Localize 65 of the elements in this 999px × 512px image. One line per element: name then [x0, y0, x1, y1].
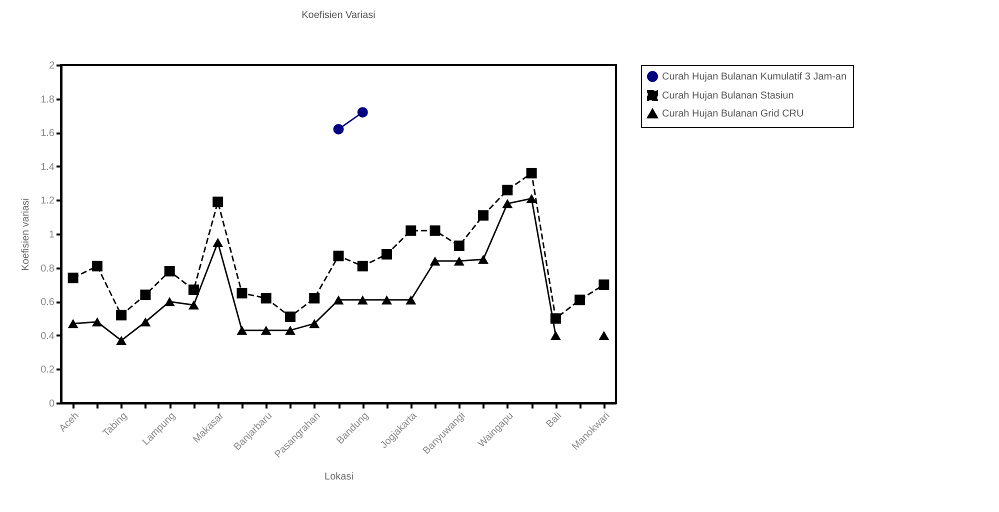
- point: [260, 326, 272, 335]
- y-tick-label: 0.4: [40, 330, 55, 342]
- point: [260, 292, 272, 304]
- point: [478, 254, 489, 264]
- point: [140, 290, 151, 300]
- y-tick-label: 0.8: [40, 263, 55, 274]
- point: [382, 249, 392, 260]
- point: [357, 107, 368, 118]
- point: [116, 310, 127, 320]
- point: [502, 199, 513, 208]
- point: [357, 260, 368, 272]
- point: [454, 256, 464, 266]
- point: [92, 317, 102, 326]
- point: [309, 319, 320, 328]
- point: [164, 266, 175, 276]
- point: [92, 260, 102, 272]
- point: [333, 295, 344, 304]
- point: [550, 330, 561, 340]
- y-tick-label: 1: [48, 230, 55, 240]
- point: [236, 288, 248, 298]
- point: [116, 336, 127, 346]
- point: [430, 225, 440, 236]
- point: [333, 250, 344, 262]
- y-tick-label: 1.4: [40, 162, 55, 173]
- point: [309, 292, 320, 304]
- point: [333, 124, 344, 134]
- y-tick-label: 2: [48, 60, 55, 72]
- point: [478, 210, 489, 221]
- y-tick-label: 0.2: [40, 364, 55, 376]
- y-tick-label: 1.8: [40, 94, 55, 106]
- point: [502, 184, 513, 196]
- point: [212, 196, 224, 208]
- y-tick-label: 1.2: [40, 196, 55, 207]
- point: [188, 300, 199, 310]
- point: [164, 297, 175, 306]
- point: [284, 326, 296, 335]
- x-axis-title: Lokasi: [324, 472, 354, 483]
- point: [140, 317, 151, 326]
- point: [550, 313, 561, 324]
- y-tick-label: 1.6: [40, 128, 55, 140]
- point: [236, 326, 248, 335]
- point: [188, 284, 199, 296]
- point: [454, 240, 464, 252]
- point: [430, 256, 440, 266]
- chart-title: Koefisien Variasi: [302, 10, 376, 21]
- x-tick-label: Bali: [544, 410, 564, 430]
- point: [406, 295, 416, 304]
- point: [574, 294, 586, 306]
- point: [598, 330, 610, 340]
- point: [598, 279, 610, 290]
- legend-label: Curah Hujan Bulanan Kumulatif 3 Jam-an: [662, 72, 847, 82]
- point: [382, 295, 392, 304]
- y-tick-label: 0: [48, 398, 55, 410]
- point: [357, 295, 368, 304]
- point: [68, 319, 78, 328]
- point: [68, 272, 78, 284]
- y-tick-label: 0.6: [40, 297, 55, 308]
- legend-label: Curah Hujan Bulanan Grid CRU: [662, 108, 804, 120]
- point: [212, 238, 224, 247]
- point: [406, 225, 416, 236]
- point: [526, 168, 537, 178]
- legend-label: Curah Hujan Bulanan Stasiun: [662, 90, 794, 102]
- y-axis-title: Koefisien variasi: [20, 198, 32, 271]
- point: [526, 194, 537, 204]
- point: [284, 312, 296, 322]
